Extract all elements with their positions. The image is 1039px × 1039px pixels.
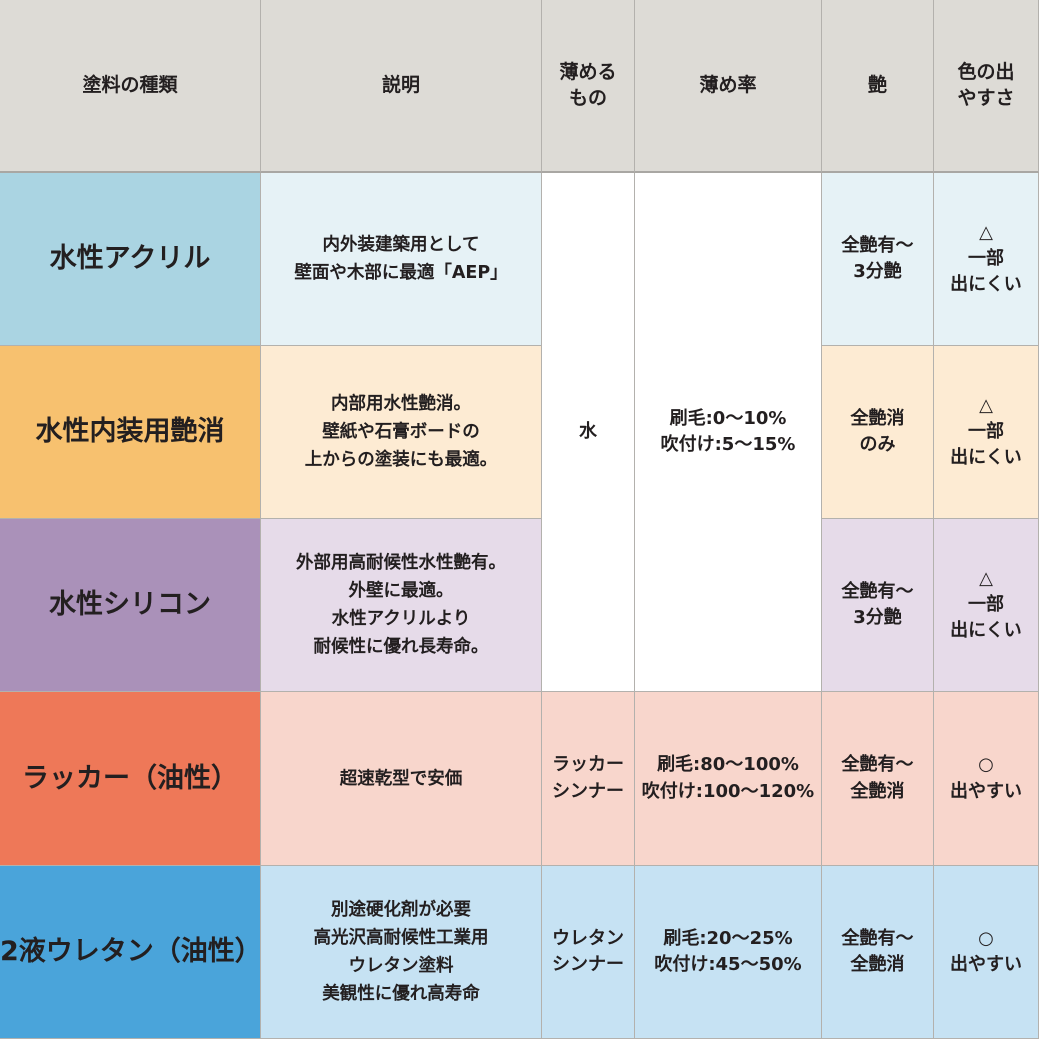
header-dilution-rate: 薄め率	[635, 0, 822, 173]
color-ease-cell: ○ 出やすい	[934, 692, 1039, 866]
color-ease-cell: ○ 出やすい	[934, 866, 1039, 1039]
gloss-cell: 全艶有〜 3分艶	[822, 519, 934, 692]
color-ease-cell: △ 一部 出にくい	[934, 173, 1039, 346]
paint-type-cell: 2液ウレタン（油性）	[0, 866, 262, 1039]
color-ease-cell: △ 一部 出にくい	[934, 519, 1039, 692]
description-cell: 別途硬化剤が必要 高光沢高耐候性工業用 ウレタン塗料 美観性に優れ高寿命	[261, 866, 542, 1039]
description-cell: 超速乾型で安価	[261, 692, 542, 866]
gloss-cell: 全艶有〜 全艶消	[822, 866, 934, 1039]
gloss-cell: 全艶有〜 3分艶	[822, 173, 934, 346]
dilution-rate-cell-water: 刷毛:0〜10% 吹付け:5〜15%	[635, 173, 822, 692]
paint-type-cell: ラッカー（油性）	[0, 692, 261, 866]
dilution-rate-cell: 刷毛:20〜25% 吹付け:45〜50%	[635, 866, 822, 1039]
gloss-cell: 全艶消 のみ	[822, 346, 934, 519]
description-cell: 内部用水性艶消。 壁紙や石膏ボードの 上からの塗装にも最適。	[261, 346, 542, 519]
description-cell: 外部用高耐候性水性艶有。 外壁に最適。 水性アクリルより 耐候性に優れ長寿命。	[261, 519, 542, 692]
header-description: 説明	[261, 0, 542, 173]
paint-type-cell: 水性内装用艶消	[0, 346, 261, 519]
thinner-cell: ウレタン シンナー	[542, 866, 635, 1039]
paint-type-cell: 水性アクリル	[0, 173, 261, 346]
thinner-cell: ラッカー シンナー	[542, 692, 635, 866]
color-ease-cell: △ 一部 出にくい	[934, 346, 1039, 519]
header-color-ease: 色の出 やすさ	[934, 0, 1039, 173]
dilution-rate-cell: 刷毛:80〜100% 吹付け:100〜120%	[635, 692, 822, 866]
header-paint-type: 塗料の種類	[0, 0, 261, 173]
description-cell: 内外装建築用として 壁面や木部に最適「AEP」	[261, 173, 542, 346]
header-gloss: 艶	[822, 0, 934, 173]
gloss-cell: 全艶有〜 全艶消	[822, 692, 934, 866]
thinner-cell-water: 水	[542, 173, 635, 692]
header-thinner: 薄める もの	[542, 0, 635, 173]
paint-type-cell: 水性シリコン	[0, 519, 261, 692]
